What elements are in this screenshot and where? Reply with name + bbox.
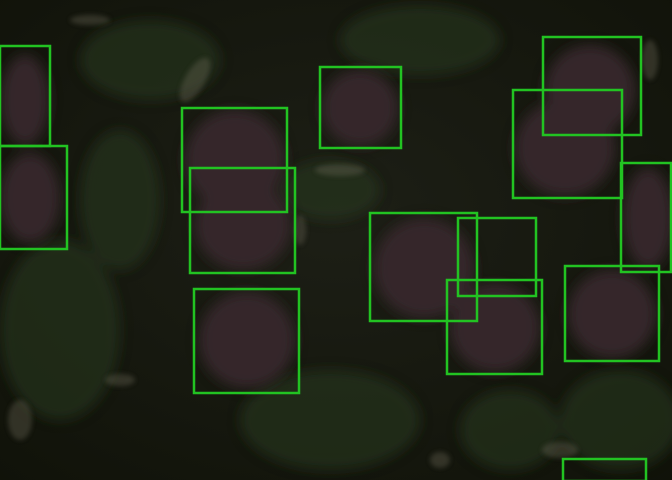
bounding-box: [619, 161, 672, 274]
bounding-box: [192, 287, 301, 395]
bounding-box: [511, 88, 624, 200]
bounding-box: [561, 457, 648, 480]
bounding-box: [0, 144, 69, 251]
bounding-box: [368, 211, 479, 323]
bounding-box: [188, 166, 297, 275]
highlights: [8, 15, 658, 468]
bounding-box: [541, 35, 643, 137]
apples: [0, 45, 672, 388]
bounding-box: [180, 106, 289, 214]
foliage: [0, 5, 672, 470]
bounding-box: [445, 278, 544, 376]
bounding-box: [563, 264, 661, 363]
bounding-box: [456, 216, 538, 298]
detection-boxes: [0, 35, 672, 480]
bounding-box: [318, 65, 403, 150]
